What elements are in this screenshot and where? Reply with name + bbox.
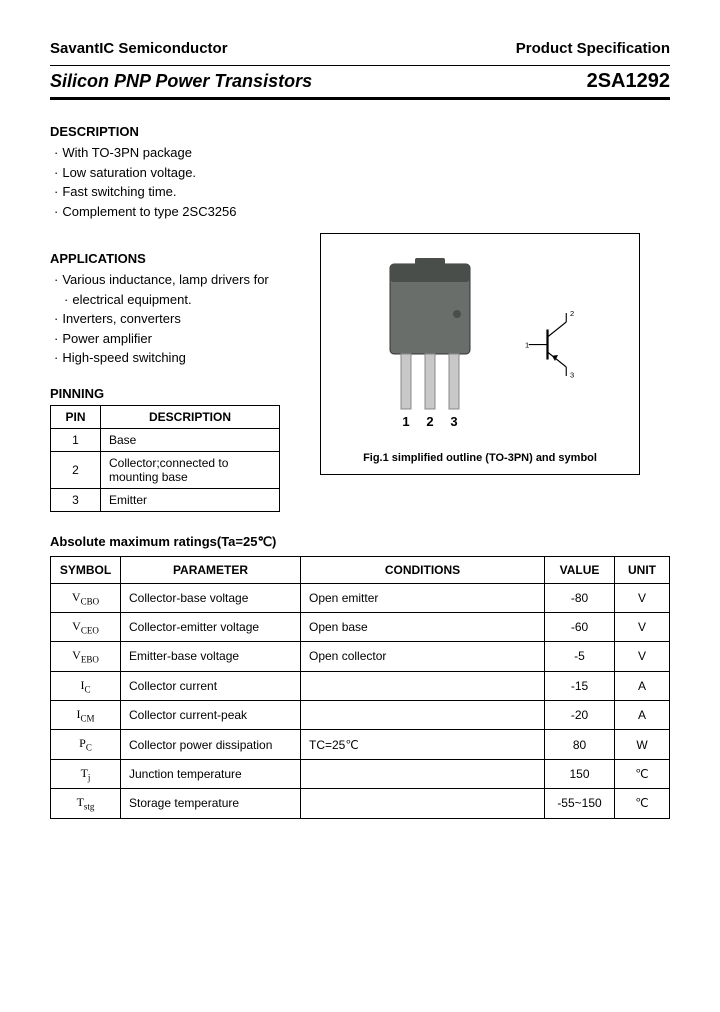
svg-text:2: 2 — [570, 309, 574, 318]
rating-unit: V — [615, 612, 670, 641]
table-row: ICCollector current -15A — [51, 671, 670, 700]
desc-item: With TO-3PN package — [54, 143, 670, 163]
transistor-symbol-icon: 1 2 3 — [525, 307, 585, 382]
rule-thick — [50, 97, 670, 100]
rating-param: Collector-base voltage — [121, 583, 301, 612]
rating-cond — [301, 671, 545, 700]
table-row: VEBOEmitter-base voltageOpen collector-5… — [51, 642, 670, 671]
ratings-h-val: VALUE — [545, 556, 615, 583]
app-item: High-speed switching — [54, 348, 300, 368]
app-item: electrical equipment. — [54, 290, 300, 310]
spec-label: Product Specification — [516, 40, 670, 57]
svg-text:2: 2 — [426, 414, 433, 429]
desc-item: Complement to type 2SC3256 — [54, 202, 670, 222]
svg-text:3: 3 — [570, 370, 574, 379]
rating-param: Junction temperature — [121, 759, 301, 788]
ratings-h-cond: CONDITIONS — [301, 556, 545, 583]
pin-num: 3 — [51, 488, 101, 511]
rating-cond: Open emitter — [301, 583, 545, 612]
app-item: Power amplifier — [54, 329, 300, 349]
part-number: 2SA1292 — [587, 70, 670, 93]
rating-unit: A — [615, 671, 670, 700]
pin-desc: Emitter — [101, 488, 280, 511]
rating-param: Collector current-peak — [121, 701, 301, 730]
table-row: VCEOCollector-emitter voltageOpen base-6… — [51, 612, 670, 641]
page-title: Silicon PNP Power Transistors — [50, 71, 312, 92]
app-item: Inverters, converters — [54, 309, 300, 329]
rating-value: 80 — [545, 730, 615, 759]
figure-caption: Fig.1 simplified outline (TO-3PN) and sy… — [331, 452, 629, 464]
pinning-heading: PINNING — [50, 386, 300, 401]
rating-param: Collector power dissipation — [121, 730, 301, 759]
rating-cond: TC=25℃ — [301, 730, 545, 759]
rating-cond: Open base — [301, 612, 545, 641]
ratings-heading: Absolute maximum ratings(Ta=25℃) — [50, 534, 670, 550]
ratings-h-unit: UNIT — [615, 556, 670, 583]
rating-cond: Open collector — [301, 642, 545, 671]
rating-symbol: Tj — [51, 759, 121, 788]
svg-text:1: 1 — [525, 340, 529, 349]
app-item: Various inductance, lamp drivers for — [54, 270, 300, 290]
pin-desc: Collector;connected to mounting base — [101, 451, 280, 488]
applications-list: Various inductance, lamp drivers for ele… — [50, 270, 300, 368]
table-row: TstgStorage temperature -55~150℃ — [51, 789, 670, 818]
rating-symbol: PC — [51, 730, 121, 759]
svg-text:3: 3 — [450, 414, 457, 429]
rating-unit: A — [615, 701, 670, 730]
table-row: ICMCollector current-peak -20A — [51, 701, 670, 730]
rating-unit: V — [615, 642, 670, 671]
description-list: With TO-3PN package Low saturation volta… — [50, 143, 670, 221]
description-heading: DESCRIPTION — [50, 124, 670, 139]
ratings-table: SYMBOL PARAMETER CONDITIONS VALUE UNIT V… — [50, 556, 670, 819]
rating-unit: ℃ — [615, 789, 670, 818]
rating-unit: V — [615, 583, 670, 612]
rating-unit: W — [615, 730, 670, 759]
table-row: 3 Emitter — [51, 488, 280, 511]
rule-thin — [50, 65, 670, 66]
rating-symbol: ICM — [51, 701, 121, 730]
desc-item: Low saturation voltage. — [54, 163, 670, 183]
ratings-h-symbol: SYMBOL — [51, 556, 121, 583]
table-row: 1 Base — [51, 428, 280, 451]
rating-symbol: VEBO — [51, 642, 121, 671]
pin-num: 1 — [51, 428, 101, 451]
rating-cond — [301, 789, 545, 818]
pin-desc-header: DESCRIPTION — [101, 405, 280, 428]
package-outline-icon: 1 2 3 — [375, 254, 485, 434]
rating-param: Collector-emitter voltage — [121, 612, 301, 641]
rating-cond — [301, 759, 545, 788]
rating-symbol: Tstg — [51, 789, 121, 818]
rating-symbol: IC — [51, 671, 121, 700]
rating-symbol: VCBO — [51, 583, 121, 612]
pin-desc: Base — [101, 428, 280, 451]
rating-symbol: VCEO — [51, 612, 121, 641]
rating-param: Emitter-base voltage — [121, 642, 301, 671]
figure-box: 1 2 3 1 2 3 Fig.1 simplified outl — [320, 233, 640, 475]
table-row: PCCollector power dissipationTC=25℃80W — [51, 730, 670, 759]
rating-value: -60 — [545, 612, 615, 641]
pin-num: 2 — [51, 451, 101, 488]
rating-param: Storage temperature — [121, 789, 301, 818]
rating-value: -5 — [545, 642, 615, 671]
rating-param: Collector current — [121, 671, 301, 700]
rating-value: -15 — [545, 671, 615, 700]
desc-item: Fast switching time. — [54, 182, 670, 202]
rating-unit: ℃ — [615, 759, 670, 788]
rating-value: -20 — [545, 701, 615, 730]
ratings-h-param: PARAMETER — [121, 556, 301, 583]
pinning-table: PIN DESCRIPTION 1 Base 2 Collector;conne… — [50, 405, 280, 512]
table-row: VCBOCollector-base voltageOpen emitter-8… — [51, 583, 670, 612]
table-row: TjJunction temperature 150℃ — [51, 759, 670, 788]
applications-heading: APPLICATIONS — [50, 251, 300, 266]
rating-value: -55~150 — [545, 789, 615, 818]
rating-cond — [301, 701, 545, 730]
svg-text:1: 1 — [402, 414, 409, 429]
rating-value: -80 — [545, 583, 615, 612]
table-row: 2 Collector;connected to mounting base — [51, 451, 280, 488]
rating-value: 150 — [545, 759, 615, 788]
pin-col-header: PIN — [51, 405, 101, 428]
company-name: SavantIC Semiconductor — [50, 40, 228, 57]
